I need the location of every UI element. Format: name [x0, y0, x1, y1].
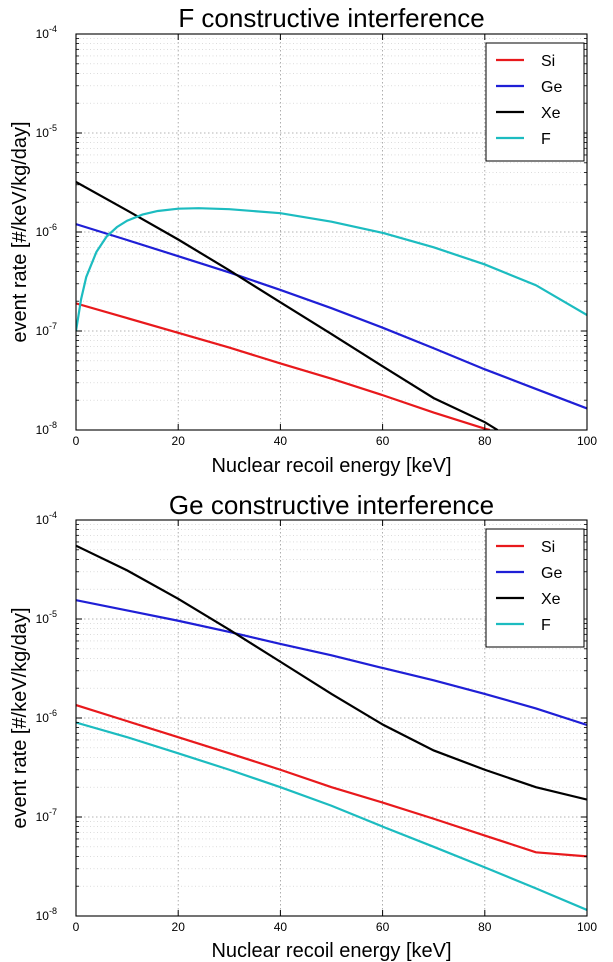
legend-label-ge: Ge [541, 565, 562, 582]
x-tick-label: 100 [577, 434, 597, 448]
x-tick-label: 80 [478, 434, 492, 448]
chart-panel-ge-constructive: 0 20 40 60 80 100 10-8 10-7 10-6 10-5 10-4 Ge const… [9, 490, 597, 962]
x-tick-label: 20 [172, 920, 186, 934]
legend-box [485, 528, 585, 648]
y-axis-label: event rate [#/keV/kg/day] [9, 121, 31, 342]
x-axis-label: Nuclear recoil energy [keV] [211, 940, 451, 962]
series-line-si [76, 704, 587, 858]
x-tick-label: 60 [376, 434, 390, 448]
y-tick-label: 10-7 [36, 321, 57, 338]
legend-box [485, 42, 585, 162]
x-tick-label: 60 [376, 920, 390, 934]
y-tick-label: 10-5 [36, 609, 57, 626]
y-tick-label: 10-7 [36, 807, 57, 824]
legend-label-si: Si [541, 539, 555, 556]
y-tick-label: 10-4 [36, 510, 57, 527]
chart-title: Ge constructive interference [169, 490, 494, 520]
series-line-f [76, 207, 587, 332]
y-tick-label: 10-8 [36, 420, 57, 437]
x-tick-label: 0 [73, 434, 80, 448]
x-tick-label: 100 [577, 920, 597, 934]
x-tick-label: 40 [274, 434, 288, 448]
legend-label-xe: Xe [541, 105, 561, 122]
series-line-f [76, 721, 587, 912]
series-line-ge [76, 599, 587, 727]
x-tick-label: 0 [73, 920, 80, 934]
series-line-xe [76, 181, 499, 430]
legend-label-f: F [541, 617, 551, 634]
x-tick-label: 40 [274, 920, 288, 934]
y-tick-label: 10-4 [36, 24, 57, 41]
y-tick-label: 10-5 [36, 123, 57, 140]
chart-title: F constructive interference [178, 3, 484, 33]
series-line-xe [76, 544, 587, 801]
legend-label-ge: Ge [541, 79, 562, 96]
legend-label-si: Si [541, 53, 555, 70]
series-line-ge [76, 223, 587, 410]
series-line-si [76, 302, 491, 430]
y-axis-label: event rate [#/keV/kg/day] [9, 607, 31, 828]
legend-label-f: F [541, 131, 551, 148]
y-tick-label: 10-6 [36, 708, 57, 725]
x-tick-label: 80 [478, 920, 492, 934]
y-tick-label: 10-6 [36, 222, 57, 239]
y-tick-label: 10-8 [36, 906, 57, 923]
chart-panel-f-constructive: 0 20 40 60 80 100 10-8 10-7 10-6 10-5 10-4 F constr… [9, 3, 597, 477]
legend-label-xe: Xe [541, 591, 561, 608]
x-tick-label: 20 [172, 434, 186, 448]
x-axis-label: Nuclear recoil energy [keV] [211, 455, 451, 477]
